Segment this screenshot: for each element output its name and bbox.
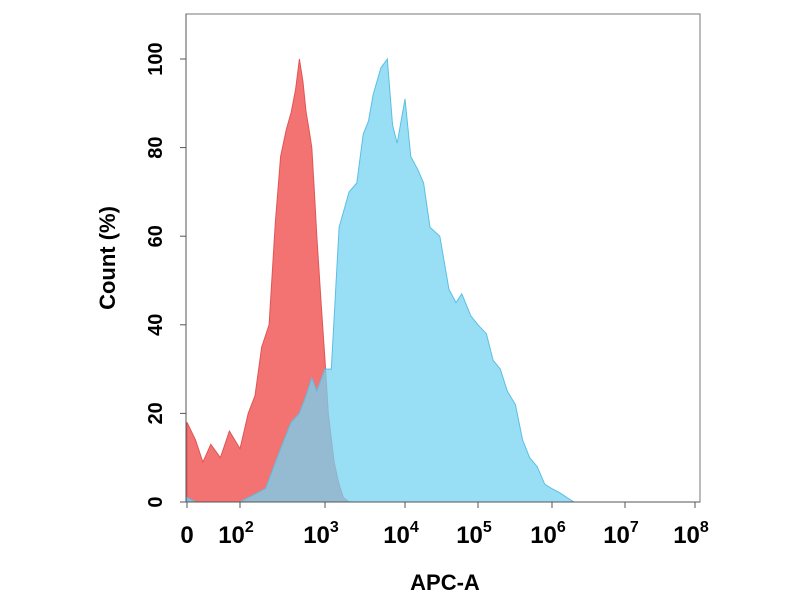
x-tick-label: 104: [383, 519, 419, 549]
series-area-2: [186, 57, 576, 503]
x-tick-label: 105: [456, 519, 492, 549]
x-axis: 0 102 103 104 105 106 107 108: [180, 501, 709, 549]
x-tick-label: 108: [673, 519, 709, 549]
y-tick-label: 60: [145, 225, 167, 247]
y-tick-label: 40: [145, 314, 167, 336]
y-axis-label: Count (%): [95, 206, 120, 310]
x-tick-label: 107: [603, 519, 639, 549]
y-axis: 0 20 40 60 80 100: [145, 14, 187, 508]
x-axis-label: APC-A: [410, 570, 480, 595]
y-tick-label: 100: [145, 42, 167, 75]
x-tick-label: 0: [180, 522, 193, 549]
x-tick-label: 102: [218, 519, 254, 549]
y-tick-label: 20: [145, 402, 167, 424]
y-tick-label: 80: [145, 136, 167, 158]
y-tick-label: 0: [145, 496, 167, 507]
x-tick-label: 106: [530, 519, 566, 549]
x-tick-label: 103: [303, 519, 339, 549]
plot-area: [186, 57, 576, 503]
